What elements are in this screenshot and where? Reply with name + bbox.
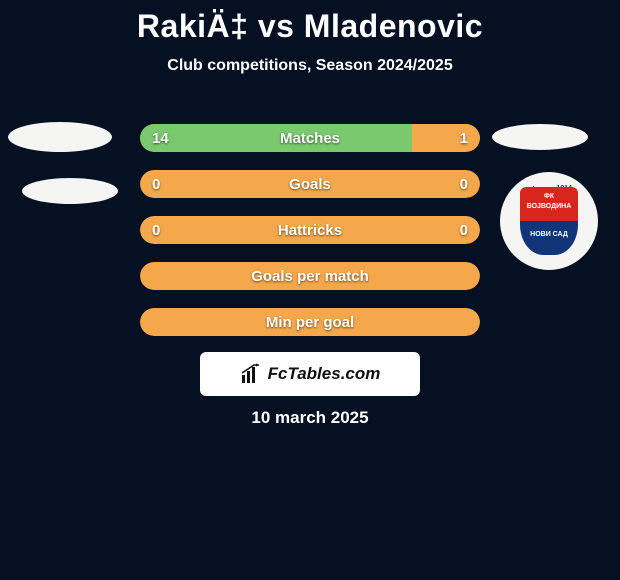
stat-value-right: 0 xyxy=(460,216,468,244)
brand-text: FcTables.com xyxy=(268,364,381,384)
shield-top: ФК ВОЈВОДИНА xyxy=(520,187,578,221)
stat-row: Hattricks0 0 xyxy=(140,216,480,244)
stat-label: Hattricks xyxy=(140,216,480,244)
shield-bottom: НОВИ САД xyxy=(520,221,578,255)
left-player-badge-1 xyxy=(8,122,112,152)
stat-value-right: 1 xyxy=(460,124,468,152)
stat-label: Goals xyxy=(140,170,480,198)
brand-box[interactable]: FcTables.com xyxy=(200,352,420,396)
stat-row: Goals per match xyxy=(140,262,480,290)
crest-text-line1: ФК xyxy=(520,193,578,201)
date-line: 10 march 2025 xyxy=(0,408,620,428)
club-crest: ★ 1914 ФК ВОЈВОДИНА НОВИ САД xyxy=(500,172,598,270)
club-shield: ★ 1914 ФК ВОЈВОДИНА НОВИ САД xyxy=(520,187,578,255)
crest-text-line2: ВОЈВОДИНА xyxy=(520,203,578,211)
stat-value-left: 14 xyxy=(152,124,169,152)
left-player-badge-2 xyxy=(22,178,118,204)
stats-area: Matches141Goals00Hattricks00Goals per ma… xyxy=(140,124,480,354)
stat-label: Min per goal xyxy=(140,308,480,336)
stat-label: Matches xyxy=(140,124,480,152)
stat-label: Goals per match xyxy=(140,262,480,290)
crest-text-line3: НОВИ САД xyxy=(520,231,578,239)
stat-value-left: 0 xyxy=(152,170,160,198)
brand-chart-icon xyxy=(240,363,262,385)
right-player-badge xyxy=(492,124,588,150)
stat-value-left: 0 xyxy=(152,216,160,244)
page-subtitle: Club competitions, Season 2024/2025 xyxy=(0,57,620,75)
stat-row: Matches14 1 xyxy=(140,124,480,152)
stat-value-right: 0 xyxy=(460,170,468,198)
stat-row: Goals0 0 xyxy=(140,170,480,198)
stat-row: Min per goal xyxy=(140,308,480,336)
page-title: RakiÄ‡ vs Mladenovic xyxy=(0,0,620,45)
